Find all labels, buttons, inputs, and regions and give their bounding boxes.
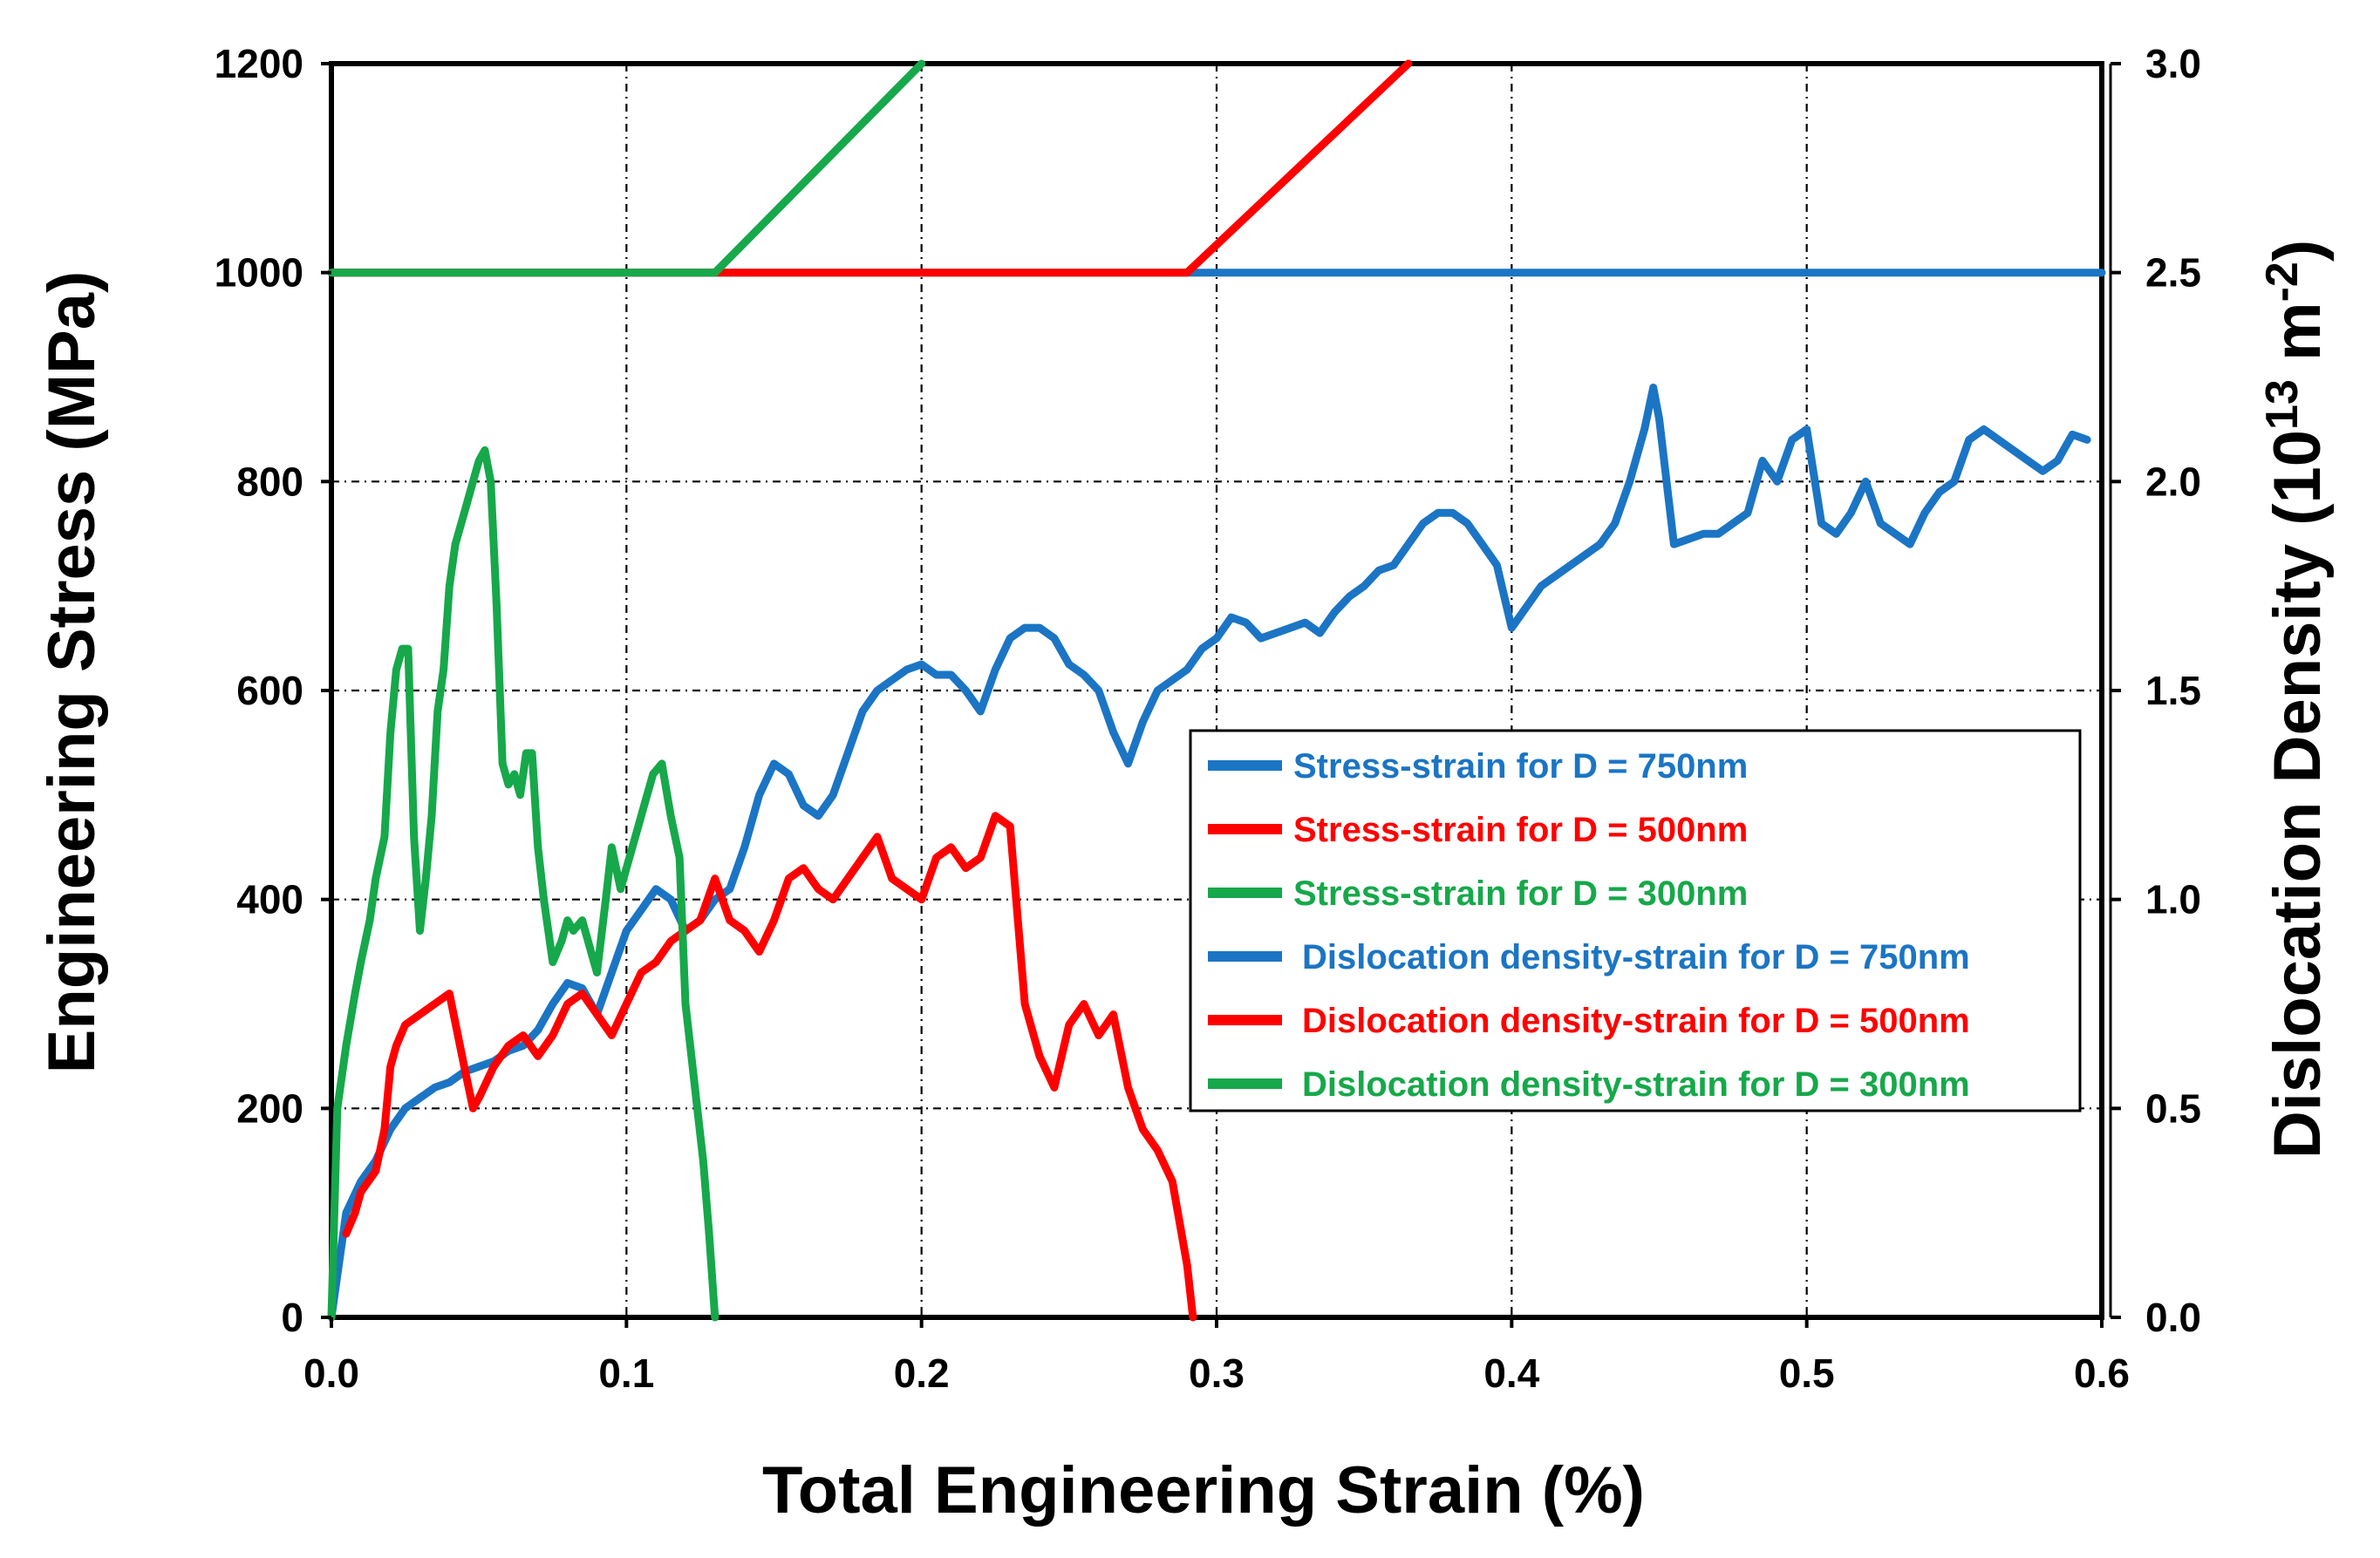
legend-label: Dislocation density-strain for D = 750nm [1302,938,1970,976]
y-tick-label: 400 [236,877,303,922]
y-tick-label: 1200 [215,41,303,86]
y-tick-label: 1000 [215,250,303,296]
legend-label: Dislocation density-strain for D = 300nm [1302,1065,1970,1104]
y2-axis-title-main: Dislocation Density (10 [2261,430,2335,1159]
legend-label: Dislocation density-strain for D = 500nm [1302,1002,1970,1040]
x-tick-label: 0.3 [1189,1350,1245,1396]
y-axis-title: Engineering Stress (MPa) [35,271,109,1074]
y2-tick-label: 1.5 [2145,668,2201,713]
y2-axis-title: Dislocation Density (1013 m-2) [2257,240,2335,1159]
series-line-5 [327,59,1413,277]
y2-tick-label: 1.0 [2145,877,2201,922]
x-tick-label: 0.4 [1483,1350,1539,1396]
x-tick-label: 0.0 [303,1350,359,1396]
y-tick-label: 0 [281,1295,303,1340]
legend-box [1189,729,2082,1112]
series-line-6 [327,59,926,277]
y-tick-label: 800 [236,459,303,504]
legend-label: Stress-strain for D = 750nm [1293,747,1748,786]
x-tick-label: 0.6 [2074,1350,2130,1396]
series-layer [327,59,2106,1322]
y2-tick-label: 2.0 [2145,459,2201,504]
legend: Stress-strain for D = 750nm Stress-strain… [1189,729,2082,1112]
y2-axis-title-exp: 13 [2257,379,2308,430]
y2-tick-label: 3.0 [2145,41,2201,86]
y-tick-label: 200 [236,1085,303,1131]
y2-axis-title-unit-exp: -2 [2257,262,2308,302]
y2-tick-label: 2.5 [2145,250,2201,296]
legend-label: Stress-strain for D = 300nm [1293,874,1748,913]
ticks-layer: 0.0 0.1 0.2 0.3 0.4 0.5 0.6 0 200 400 600 800 1000 12… [215,41,2201,1396]
legend-label: Stress-strain for D = 500nm [1293,811,1748,849]
y2-tick-label: 0.5 [2145,1085,2201,1131]
y2-axis-title-unit: m [2261,302,2335,379]
x-tick-label: 0.2 [894,1350,950,1396]
x-tick-label: 0.5 [1779,1350,1835,1396]
series-line-1 [327,384,2091,1322]
x-tick-label: 0.1 [598,1350,654,1396]
series-line-3 [327,446,719,1322]
y2-axis-title-close: ) [2261,240,2335,262]
x-axis-title: Total Engineering Strain (%) [762,1453,1645,1527]
y-tick-label: 600 [236,668,303,713]
series-line-2 [342,812,1197,1322]
grid-lines [331,64,2102,1317]
y2-tick-label: 0.0 [2145,1295,2201,1340]
